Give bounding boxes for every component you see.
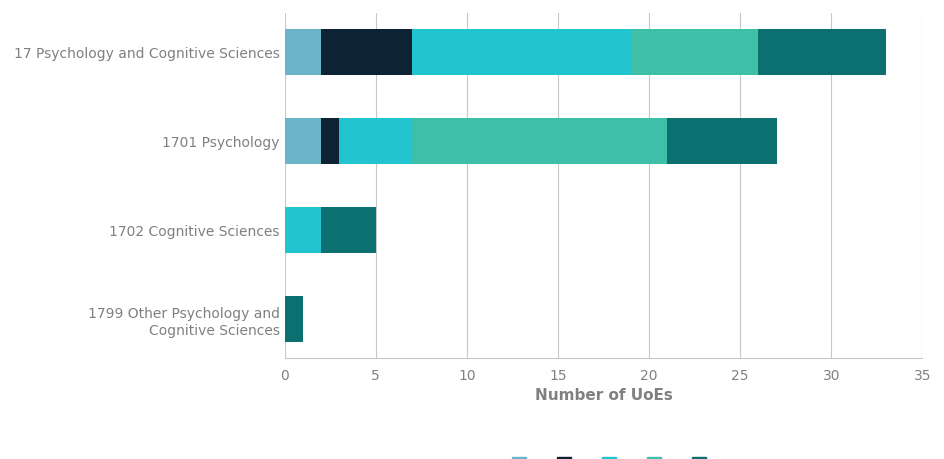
Bar xyxy=(321,118,339,165)
Bar xyxy=(321,207,376,253)
Bar xyxy=(666,118,776,165)
X-axis label: Number of UoEs: Number of UoEs xyxy=(534,387,672,402)
Bar xyxy=(339,118,412,165)
Bar xyxy=(284,296,302,342)
Bar xyxy=(284,207,321,253)
Bar xyxy=(412,29,631,76)
Bar xyxy=(321,29,412,76)
Legend: 1, 2, 3, 4, 5: 1, 2, 3, 4, 5 xyxy=(506,451,725,459)
Bar xyxy=(758,29,885,76)
Bar xyxy=(412,118,666,165)
Bar xyxy=(631,29,758,76)
Bar xyxy=(284,118,321,165)
Bar xyxy=(284,29,321,76)
